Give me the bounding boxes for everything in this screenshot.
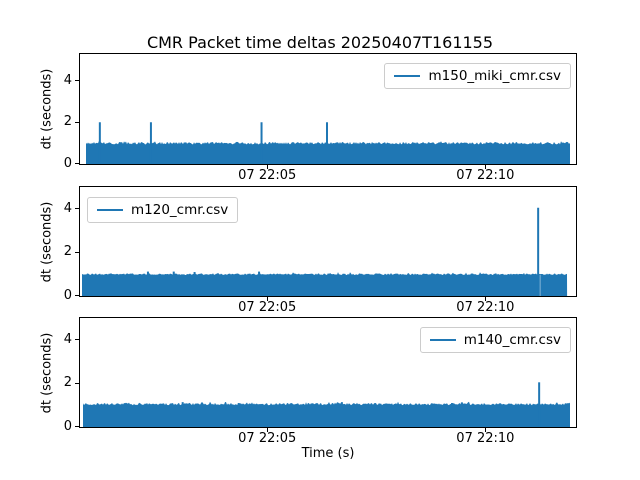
y-tick-label: 0 — [63, 288, 72, 303]
y-tick-label: 2 — [63, 114, 72, 130]
legend-line-icon — [97, 209, 123, 211]
x-tick-mark — [485, 297, 487, 301]
y-tick-mark — [75, 295, 79, 296]
subplot-m120: dt (seconds) m120_cmr.csv 0 2 4 07 22:05 07 … — [40, 186, 577, 315]
legend-line-icon — [394, 75, 421, 77]
y-tick-mark — [75, 80, 79, 81]
y-tick-label: 0 — [63, 156, 72, 171]
y-tick-mark — [75, 382, 79, 384]
y-tick-mark — [75, 339, 79, 341]
legend-m150: m150_miki_cmr.csv — [384, 63, 571, 89]
x-tick-mark — [267, 297, 269, 301]
y-tick-label: 0 — [63, 419, 72, 434]
m140-series-plot — [83, 382, 570, 427]
legend-label: m120_cmr.csv — [131, 202, 229, 218]
x-tick-label: 07 22:10 — [456, 168, 515, 183]
x-tick-mark — [267, 428, 269, 432]
chart-title: CMR Packet time deltas 20250407T161155 — [146, 33, 494, 52]
subplot-m150: dt (seconds) m150_miki_cmr.csv 0 2 4 07 22:… — [40, 53, 577, 183]
x-tick-label: 07 22:05 — [238, 168, 297, 183]
y-tick-label: 4 — [63, 200, 72, 216]
x-tick-label: 07 22:10 — [456, 431, 515, 446]
series-band — [83, 401, 570, 427]
x-tick-mark — [267, 165, 269, 169]
m120-series-plot — [82, 207, 568, 296]
y-tick-label: 2 — [63, 375, 72, 391]
legend-m140: m140_cmr.csv — [419, 327, 571, 353]
y-tick-mark — [75, 426, 79, 427]
y-tick-mark — [75, 208, 79, 210]
x-tick-mark — [485, 165, 487, 169]
x-tick-mark — [485, 428, 487, 432]
x-axis-label: Time (s) — [301, 446, 355, 461]
series-band — [82, 272, 568, 296]
legend-line-icon — [429, 339, 456, 341]
y-tick-label: 4 — [63, 72, 72, 88]
y-tick-mark — [75, 163, 79, 164]
x-tick-label: 07 22:05 — [238, 431, 297, 446]
m150-series-plot — [86, 122, 570, 164]
y-tick-label: 2 — [63, 244, 72, 260]
legend-label: m150_miki_cmr.csv — [428, 68, 561, 84]
legend-label: m140_cmr.csv — [463, 332, 561, 348]
y-tick-mark — [75, 251, 79, 253]
y-tick-mark — [75, 121, 79, 123]
x-tick-label: 07 22:10 — [456, 300, 515, 315]
x-tick-label: 07 22:05 — [238, 300, 297, 315]
subplot-m140: dt (seconds) m140_cmr.csv 0 2 4 07 22:05 07 … — [40, 317, 577, 446]
legend-m120: m120_cmr.csv — [87, 197, 239, 223]
y-tick-label: 4 — [63, 331, 72, 347]
